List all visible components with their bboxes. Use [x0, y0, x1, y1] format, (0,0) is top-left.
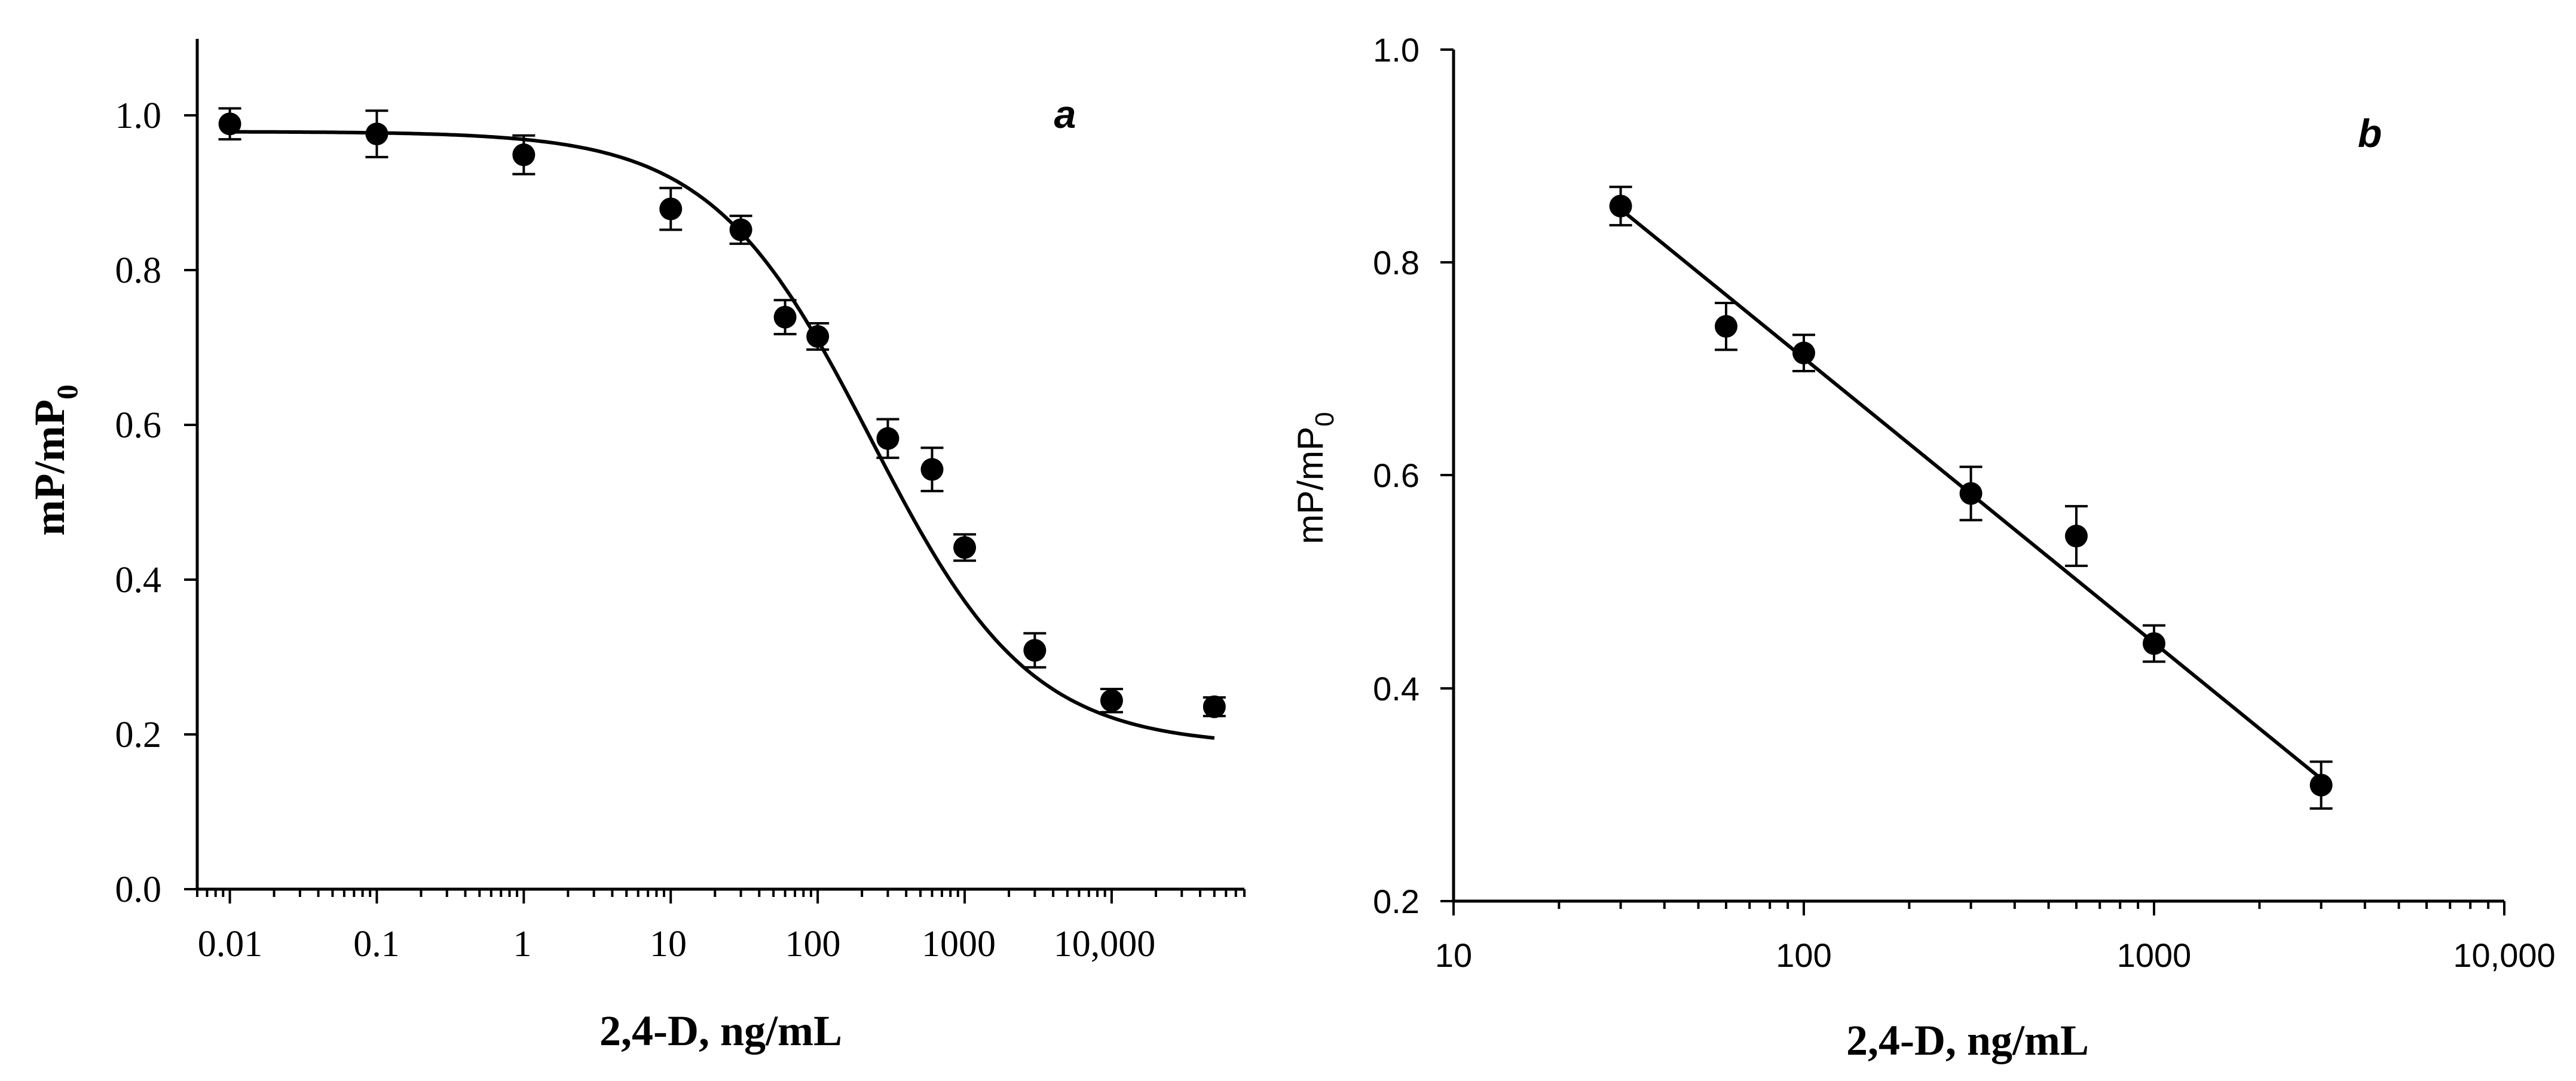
panel-b-y-tick-label: 0.4 [1373, 670, 1419, 708]
panel-b-y-title-main: mP/mP [1290, 427, 1330, 544]
panel-a-data-point [659, 197, 683, 221]
panel-a-data-point [806, 325, 830, 348]
panel-b-y-tick-label: 1.0 [1373, 31, 1419, 69]
panel-b-y-tick-labels: 0.2 0.4 0.6 0.8 1.0 [1373, 31, 1419, 920]
panel-b-y-ticks [1440, 48, 1454, 902]
panel-a-x-tick-label: 1000 [922, 924, 996, 964]
panel-a-y-tick-labels: 0.0 0.2 0.4 0.6 0.8 1.0 [115, 96, 162, 910]
panel-a-data-point [729, 218, 752, 241]
panel-b-y-tick-label: 0.6 [1373, 457, 1419, 494]
panel-b-data-point [1609, 194, 1632, 218]
panel-a-y-axis-title: mP/mP0 [26, 385, 84, 536]
panel-a-y-tick-label: 0.4 [115, 560, 162, 601]
panel-a-x-tick-label: 100 [785, 924, 841, 964]
panel-b-data-point [2309, 773, 2333, 797]
panel-a-tag: a [1054, 92, 1076, 136]
panel-a-fit-curve [230, 130, 1215, 740]
panel-a-x-tick-label: 1 [513, 924, 532, 964]
panel-b-x-tick-labels: 10 100 1000 10,000 [1435, 936, 2556, 974]
panel-a-y-tick-label: 1.0 [115, 96, 162, 136]
panel-a-x-tick-labels: 0.01 0.1 1 10 100 1000 10,000 [198, 924, 1156, 964]
panel-a-x-tick-label: 10,000 [1054, 924, 1156, 964]
panel-b-x-tick-label: 10 [1435, 936, 1472, 974]
panel-a-y-title-main: mP/mP [26, 400, 74, 536]
panel-a-y-tick-label: 0.8 [115, 250, 162, 291]
panel-b-data-point [1792, 341, 1815, 365]
svg-text:mP/mP0: mP/mP0 [26, 385, 84, 536]
panel-a-data-point [365, 123, 388, 146]
panel-b-x-ticks [1452, 901, 2505, 915]
panel-a-x-tick-label: 0.1 [353, 924, 400, 964]
panel-a-y-title-subscript: 0 [50, 385, 84, 400]
panel-b-x-tick-label: 10,000 [2453, 936, 2555, 974]
panel-b-y-axis-title: mP/mP0 [1290, 412, 1339, 544]
panel-a-x-tick-label: 0.01 [198, 924, 263, 964]
panel-b: 0.2 0.4 0.6 0.8 1.0 10 100 1000 10,000 2… [1290, 31, 2556, 1064]
panel-b-y-tick-label: 0.2 [1373, 883, 1419, 920]
panel-a-data-point [876, 427, 900, 450]
panel-a-data-point [1203, 695, 1226, 718]
panel-b-points [1609, 185, 2333, 810]
panel-a-points [218, 107, 1226, 718]
panel-b-y-title-subscript: 0 [1310, 412, 1339, 426]
panel-b-tag: b [2358, 111, 2382, 155]
panel-b-data-point [1714, 315, 1737, 338]
panel-b-y-tick-label: 0.8 [1373, 244, 1419, 281]
panel-b-x-axis-title: 2,4-D, ng/mL [1846, 1016, 2089, 1064]
panel-a-x-tick-label: 10 [650, 924, 687, 964]
panel-b-data-point [2143, 632, 2165, 655]
panel-a-y-tick-label: 0.2 [115, 715, 162, 755]
panel-a: 0.0 0.2 0.4 0.6 0.8 1.0 0.01 0.1 1 10 10… [26, 39, 1246, 1055]
panel-b-x-tick-label: 100 [1776, 936, 1831, 974]
panel-a-y-tick-label: 0.0 [115, 869, 162, 910]
panel-a-x-axis-title: 2,4-D, ng/mL [599, 1007, 842, 1055]
panel-a-y-ticks [184, 114, 197, 890]
panel-b-data-point [2064, 525, 2088, 548]
panel-a-data-point [920, 458, 944, 481]
svg-text:mP/mP0: mP/mP0 [1290, 412, 1339, 544]
panel-a-data-point [1100, 689, 1123, 712]
panel-a-data-point [773, 305, 797, 329]
panel-a-x-ticks [196, 889, 1246, 904]
panel-a-data-point [512, 143, 536, 167]
panel-a-data-point [218, 112, 241, 136]
panel-a-y-tick-label: 0.6 [115, 405, 162, 446]
panel-a-data-point [953, 536, 977, 559]
panel-b-x-tick-label: 1000 [2117, 936, 2192, 974]
panel-a-data-point [1023, 639, 1047, 662]
panel-b-data-point [1959, 482, 1983, 505]
